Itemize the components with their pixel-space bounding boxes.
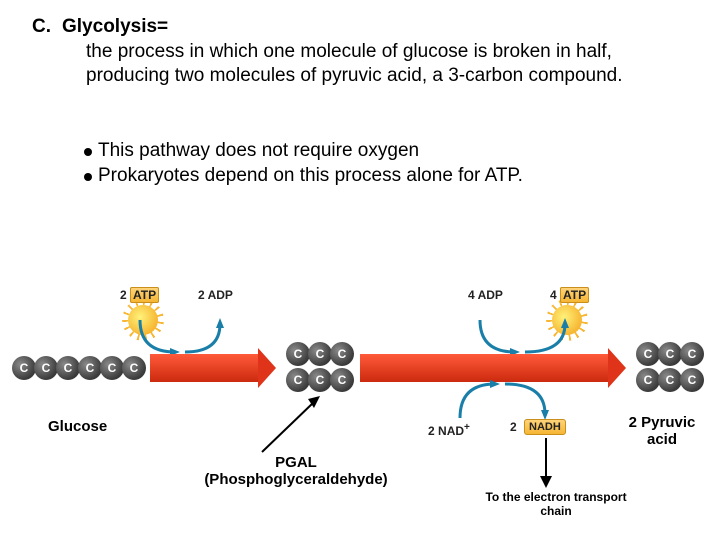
atp-in-label: 2 ATP — [120, 288, 159, 302]
carbon-sphere: C — [286, 368, 310, 392]
definition-text: the process in which one molecule of glu… — [86, 40, 686, 88]
arrow-icon — [540, 436, 570, 488]
adp-in-label: 2 ADP — [198, 288, 233, 302]
adp-out-label: 4 ADP — [468, 288, 503, 302]
carbon-sphere: C — [78, 356, 102, 380]
carbon-sphere: C — [658, 368, 682, 392]
nadh-count: 2 — [510, 420, 517, 434]
pgal-label: PGAL (Phosphoglyceraldehyde) — [186, 454, 406, 488]
carbon-sphere: C — [122, 356, 146, 380]
outline-letter: C. — [32, 16, 51, 38]
bullet-icon — [84, 148, 92, 156]
carbon-sphere: C — [636, 342, 660, 366]
carbon-sphere: C — [100, 356, 124, 380]
carbon-sphere: C — [286, 342, 310, 366]
bullet-2-text: Prokaryotes depend on this process alone… — [98, 165, 523, 187]
bullet-1: This pathway does not require oxygen — [84, 140, 419, 162]
bullet-1-text: This pathway does not require oxygen — [98, 140, 419, 162]
pgal-line2: (Phosphoglyceraldehyde) — [186, 471, 406, 488]
carbon-sphere: C — [56, 356, 80, 380]
carbon-sphere: C — [680, 342, 704, 366]
carbon-sphere: C — [308, 368, 332, 392]
carbon-sphere: C — [12, 356, 36, 380]
etc-line1: To the electron transport — [456, 490, 656, 504]
etc-line2: chain — [456, 504, 656, 518]
pyruvic-line1: 2 Pyruvic — [612, 414, 712, 431]
arrow-icon — [252, 396, 332, 458]
carbon-sphere: C — [330, 368, 354, 392]
etc-label: To the electron transport chain — [456, 490, 656, 518]
atp-out-label: 4 ATP — [550, 288, 589, 302]
carbon-sphere: C — [34, 356, 58, 380]
carbon-sphere: C — [680, 368, 704, 392]
nad-label: 2 NAD+ — [428, 422, 470, 438]
bullet-icon — [84, 173, 92, 181]
carbon-sphere: C — [636, 368, 660, 392]
glucose-label: Glucose — [48, 418, 107, 435]
carbon-sphere: C — [658, 342, 682, 366]
carbon-sphere: C — [330, 342, 354, 366]
pgal-line1: PGAL — [186, 454, 406, 471]
nadh-label: NADH — [524, 419, 566, 435]
pyruvic-label: 2 Pyruvic acid — [612, 414, 712, 448]
carbon-sphere: C — [308, 342, 332, 366]
bullet-2: Prokaryotes depend on this process alone… — [84, 165, 523, 187]
reaction-arrow — [150, 354, 260, 382]
heading-term: Glycolysis= — [62, 16, 168, 38]
pyruvic-line2: acid — [612, 431, 712, 448]
